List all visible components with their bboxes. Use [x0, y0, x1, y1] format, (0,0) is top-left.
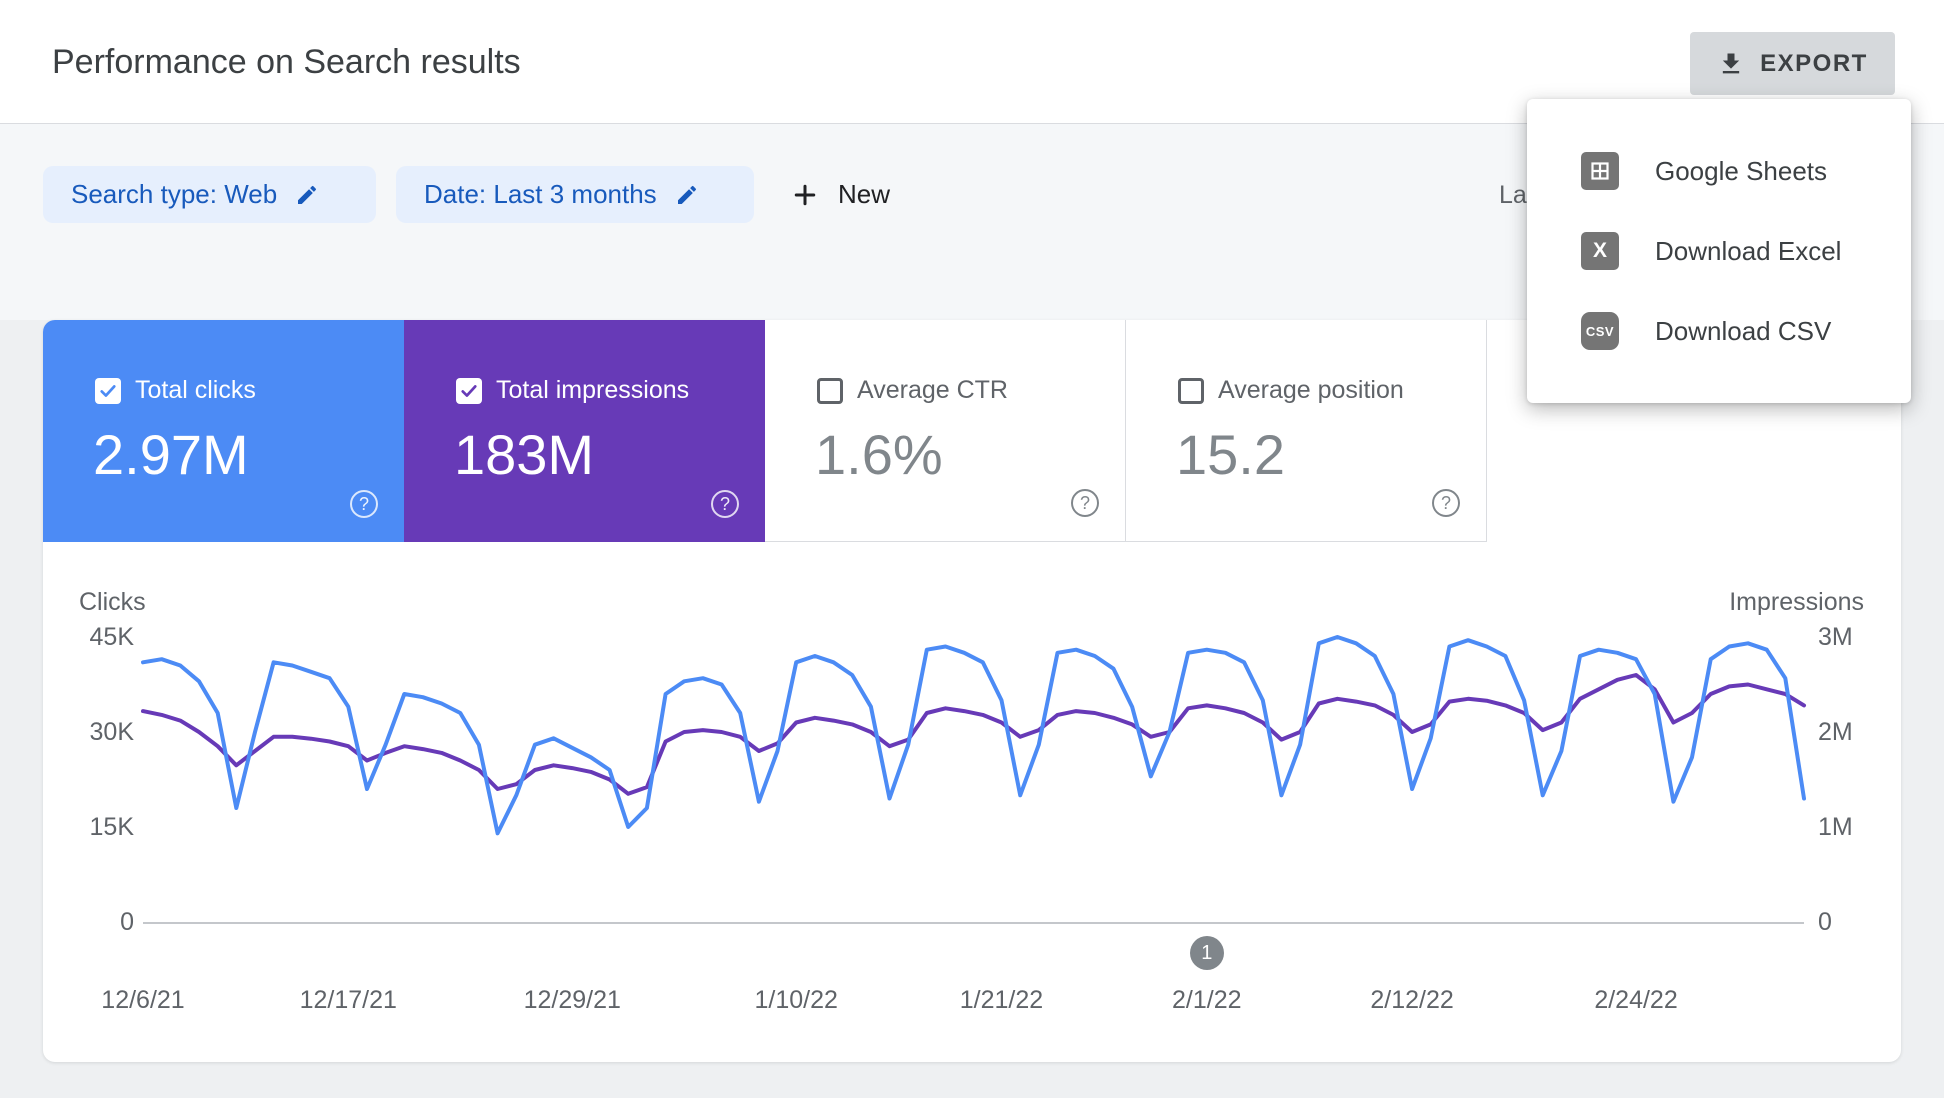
- header: Performance on Search results EXPORT: [0, 0, 1944, 124]
- date-filter-chip[interactable]: Date: Last 3 months: [396, 166, 754, 223]
- check-icon: [461, 384, 477, 397]
- y-axis-left-tick: 0: [120, 908, 134, 936]
- metric-card-value: 2.97M: [93, 423, 249, 486]
- metric-card-average-position[interactable]: Average position 15.2 ?: [1126, 320, 1487, 542]
- metric-card-average-ctr[interactable]: Average CTR 1.6% ?: [765, 320, 1126, 542]
- average-position-checkbox[interactable]: [1178, 377, 1204, 404]
- search-type-chip[interactable]: Search type: Web: [43, 166, 376, 223]
- y-axis-right-tick: 1M: [1818, 813, 1853, 841]
- metric-tiles-row: Total clicks 2.97M ? Total impressions 1…: [43, 320, 1487, 542]
- menu-item-label: Download Excel: [1655, 235, 1842, 266]
- help-icon[interactable]: ?: [711, 490, 739, 518]
- edit-pencil-icon[interactable]: [675, 183, 699, 207]
- total-impressions-checkbox[interactable]: [456, 377, 482, 404]
- x-axis-tick: 12/6/21: [101, 986, 185, 1014]
- metric-card-value: 15.2: [1176, 423, 1285, 486]
- edit-pencil-icon[interactable]: [295, 183, 319, 207]
- x-axis-tick: 1/21/22: [959, 986, 1044, 1014]
- help-icon[interactable]: ?: [1071, 489, 1099, 517]
- help-icon[interactable]: ?: [1432, 489, 1460, 517]
- metric-card-label: Average CTR: [857, 376, 1008, 404]
- export-menu: Google Sheets X Download Excel CSV Downl…: [1527, 99, 1911, 403]
- metric-card-label: Total impressions: [496, 376, 690, 404]
- chart-svg[interactable]: [141, 635, 1806, 922]
- total-clicks-checkbox[interactable]: [95, 377, 121, 404]
- x-axis-tick: 2/24/22: [1594, 986, 1678, 1014]
- check-icon: [100, 384, 116, 397]
- metric-card-label: Total clicks: [135, 376, 256, 404]
- right-axis-title: Impressions: [1729, 588, 1864, 616]
- series-line-impressions: [141, 673, 1806, 796]
- annotation-badge[interactable]: 1: [1189, 936, 1224, 970]
- google-sheets-icon: [1581, 152, 1619, 190]
- metric-card-value: 183M: [454, 423, 595, 486]
- y-axis-right-tick: 3M: [1818, 623, 1853, 651]
- y-axis-right-tick: 2M: [1818, 718, 1853, 746]
- metric-card-total-impressions[interactable]: Total impressions 183M ?: [404, 320, 765, 542]
- left-axis-title: Clicks: [79, 588, 146, 616]
- metric-card-label: Average position: [1218, 376, 1404, 404]
- csv-icon: CSV: [1581, 312, 1619, 350]
- menu-item-google-sheets[interactable]: Google Sheets: [1527, 131, 1911, 211]
- x-axis-tick: 12/17/21: [299, 986, 397, 1014]
- x-axis-tick: 2/12/22: [1370, 986, 1454, 1014]
- menu-item-download-csv[interactable]: CSV Download CSV: [1527, 291, 1911, 371]
- y-axis-left-tick: 15K: [89, 813, 134, 841]
- download-icon: [1722, 53, 1740, 73]
- y-axis-left-tick: 45K: [89, 623, 134, 651]
- series-line-clicks: [141, 635, 1806, 836]
- metric-card-total-clicks[interactable]: Total clicks 2.97M ?: [43, 320, 404, 542]
- menu-item-label: Google Sheets: [1655, 155, 1828, 186]
- new-filter-button[interactable]: New: [790, 166, 890, 223]
- help-icon[interactable]: ?: [350, 490, 378, 518]
- export-button-label: EXPORT: [1760, 49, 1868, 77]
- x-axis-tick: 1/10/22: [754, 986, 838, 1014]
- y-axis-left-tick: 30K: [89, 718, 134, 746]
- menu-item-download-excel[interactable]: X Download Excel: [1527, 211, 1911, 291]
- excel-icon: X: [1581, 232, 1619, 270]
- plus-icon: [794, 184, 816, 205]
- x-axis-tick: 2/1/22: [1172, 986, 1242, 1014]
- page-title: Performance on Search results: [52, 43, 521, 81]
- last-updated-text-partial: La: [1499, 181, 1527, 209]
- search-type-chip-label: Search type: Web: [71, 179, 278, 209]
- export-button[interactable]: EXPORT: [1690, 32, 1895, 95]
- average-ctr-checkbox[interactable]: [817, 377, 843, 404]
- metric-card-value: 1.6%: [815, 423, 943, 486]
- x-axis-line: [143, 922, 1804, 924]
- x-axis-tick: 12/29/21: [523, 986, 621, 1014]
- date-filter-chip-label: Date: Last 3 months: [424, 179, 657, 209]
- menu-item-label: Download CSV: [1655, 315, 1832, 346]
- new-filter-button-label: New: [838, 179, 891, 209]
- y-axis-right-tick: 0: [1818, 908, 1832, 936]
